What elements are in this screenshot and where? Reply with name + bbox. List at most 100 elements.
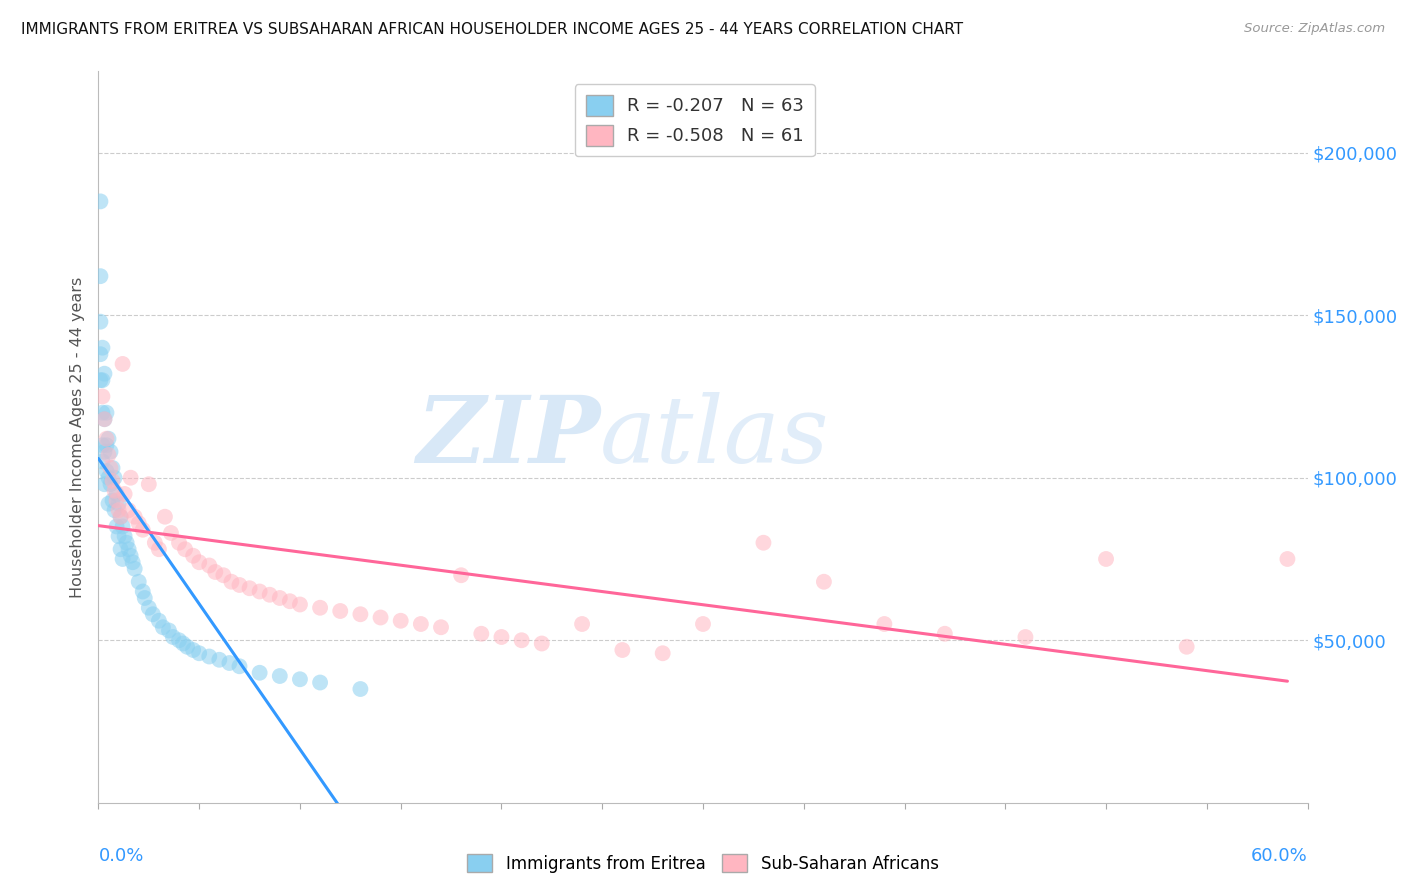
Point [370, 610, 392, 624]
Point [204, 565, 226, 579]
Point [208, 653, 231, 667]
Point [101, 461, 124, 475]
Text: 60.0%: 60.0% [1251, 847, 1308, 864]
Point [142, 607, 165, 622]
Point [612, 643, 634, 657]
Point [103, 483, 125, 498]
Point [259, 588, 281, 602]
Point [124, 562, 146, 576]
Text: IMMIGRANTS FROM ERITREA VS SUBSAHARAN AFRICAN HOUSEHOLDER INCOME AGES 25 - 44 YE: IMMIGRANTS FROM ERITREA VS SUBSAHARAN AF… [21, 22, 963, 37]
Point [118, 542, 141, 557]
Point [89, 347, 111, 361]
Point [134, 591, 156, 605]
Point [1014, 630, 1036, 644]
Point [249, 665, 271, 680]
Point [288, 673, 311, 687]
Point [91, 438, 114, 452]
Point [120, 549, 142, 563]
Point [111, 552, 134, 566]
Point [96, 406, 118, 420]
Point [228, 578, 250, 592]
Point [188, 555, 211, 569]
Point [91, 454, 114, 468]
Point [128, 516, 150, 531]
Point [167, 535, 190, 549]
Point [510, 633, 533, 648]
Point [96, 464, 118, 478]
Point [450, 568, 472, 582]
Point [110, 542, 132, 557]
Legend: Immigrants from Eritrea, Sub-Saharan Africans: Immigrants from Eritrea, Sub-Saharan Afr… [461, 847, 945, 880]
Point [470, 626, 492, 640]
Point [239, 581, 262, 595]
Point [153, 509, 176, 524]
Point [1095, 552, 1118, 566]
Point [148, 542, 170, 557]
Point [188, 646, 211, 660]
Point [105, 519, 128, 533]
Point [107, 503, 129, 517]
Text: ZIP: ZIP [416, 392, 600, 482]
Point [167, 633, 190, 648]
Point [101, 493, 124, 508]
Point [181, 549, 204, 563]
Point [91, 406, 114, 420]
Point [100, 444, 122, 458]
Point [93, 477, 115, 491]
Point [162, 630, 184, 644]
Point [121, 555, 143, 569]
Point [107, 497, 129, 511]
Point [692, 617, 714, 632]
Point [111, 357, 134, 371]
Y-axis label: Householder Income Ages 25 - 44 years: Householder Income Ages 25 - 44 years [69, 277, 84, 598]
Point [93, 412, 115, 426]
Point [218, 656, 240, 670]
Point [93, 444, 115, 458]
Point [93, 412, 115, 426]
Point [873, 617, 896, 632]
Point [181, 643, 204, 657]
Point [934, 626, 956, 640]
Text: atlas: atlas [600, 392, 830, 482]
Point [813, 574, 835, 589]
Point [114, 529, 136, 543]
Point [409, 617, 432, 632]
Point [221, 574, 243, 589]
Point [752, 535, 775, 549]
Point [132, 523, 155, 537]
Point [97, 448, 120, 462]
Point [89, 373, 111, 387]
Point [176, 640, 198, 654]
Point [157, 624, 180, 638]
Point [138, 600, 160, 615]
Point [103, 471, 125, 485]
Point [1277, 552, 1299, 566]
Point [100, 461, 122, 475]
Point [309, 600, 332, 615]
Point [91, 389, 114, 403]
Point [100, 477, 122, 491]
Point [160, 526, 183, 541]
Point [105, 493, 128, 508]
Point [174, 542, 197, 557]
Point [115, 535, 138, 549]
Point [349, 681, 371, 696]
Point [269, 591, 291, 605]
Point [89, 269, 111, 284]
Point [91, 373, 114, 387]
Point [138, 477, 160, 491]
Point [228, 659, 250, 673]
Point [278, 594, 301, 608]
Point [172, 636, 194, 650]
Point [152, 620, 174, 634]
Point [101, 474, 124, 488]
Point [110, 509, 132, 524]
Point [89, 315, 111, 329]
Point [91, 341, 114, 355]
Legend: R = -0.207   N = 63, R = -0.508   N = 61: R = -0.207 N = 63, R = -0.508 N = 61 [575, 84, 815, 156]
Point [105, 487, 128, 501]
Point [571, 617, 593, 632]
Point [124, 509, 146, 524]
Point [329, 604, 352, 618]
Point [128, 574, 150, 589]
